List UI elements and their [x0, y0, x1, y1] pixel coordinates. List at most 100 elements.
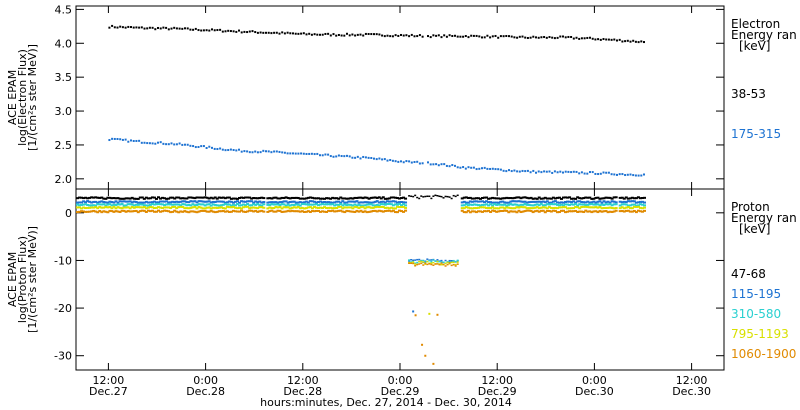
data-point: [632, 197, 636, 200]
data-point: [308, 200, 312, 203]
data-point: [248, 151, 251, 154]
data-point: [159, 210, 163, 213]
data-point: [464, 201, 468, 204]
data-point: [177, 206, 181, 209]
data-point: [422, 261, 425, 263]
data-point: [302, 203, 306, 206]
data-point: [213, 211, 217, 214]
data-point: [505, 209, 509, 212]
data-point: [148, 203, 152, 206]
data-point: [262, 201, 266, 204]
data-point: [140, 26, 143, 29]
data-point: [233, 206, 237, 209]
data-point: [495, 197, 499, 200]
data-point: [275, 150, 278, 153]
data-point: [559, 206, 563, 209]
data-point: [163, 206, 167, 209]
data-point: [359, 209, 363, 212]
data-point: [152, 210, 156, 213]
data-point: [414, 265, 417, 267]
data-point: [191, 200, 195, 203]
data-point: [327, 153, 330, 156]
data-point: [435, 34, 438, 37]
data-point: [592, 210, 596, 213]
data-point: [128, 197, 132, 200]
data-point: [163, 197, 167, 200]
data-point: [629, 40, 632, 43]
data-point: [143, 27, 146, 30]
data-point: [357, 196, 361, 199]
data-point: [395, 203, 399, 206]
data-point: [531, 200, 535, 203]
data-point: [539, 200, 543, 203]
data-point: [604, 201, 608, 204]
data-point: [483, 201, 487, 204]
data-point: [541, 209, 545, 212]
data-point: [126, 200, 130, 203]
data-point: [229, 148, 232, 151]
data-point: [173, 209, 177, 212]
data-point: [329, 206, 333, 209]
data-point: [607, 38, 610, 41]
data-point: [280, 196, 284, 199]
data-point: [408, 260, 411, 262]
data-point: [323, 197, 327, 200]
data-point: [543, 201, 547, 204]
data-point: [340, 34, 343, 37]
data-point: [274, 205, 278, 208]
data-point: [138, 139, 141, 142]
data-point: [359, 157, 362, 160]
data-point: [361, 204, 365, 207]
data-point: [140, 209, 144, 212]
data-point: [416, 35, 419, 38]
data-point: [132, 200, 136, 203]
data-point: [525, 196, 529, 199]
data-point: [296, 210, 300, 213]
data-point: [434, 194, 437, 197]
data-point: [489, 167, 492, 170]
data-point: [157, 196, 160, 199]
data-point: [526, 36, 529, 39]
data-point: [483, 206, 487, 209]
data-point: [610, 173, 613, 176]
data-point: [219, 204, 223, 207]
data-point: [304, 203, 308, 206]
data-point: [437, 34, 440, 37]
data-point: [361, 205, 365, 208]
data-point: [523, 206, 527, 209]
data-point: [424, 263, 427, 265]
data-point: [549, 203, 553, 206]
data-point: [541, 197, 545, 200]
data-point: [509, 210, 513, 213]
legend-title: [keV]: [739, 222, 770, 236]
data-point: [529, 171, 532, 174]
data-point: [474, 200, 478, 203]
data-point: [472, 197, 476, 200]
data-point: [278, 150, 281, 153]
data-point: [586, 210, 590, 213]
data-point: [373, 200, 377, 203]
data-point: [422, 264, 425, 266]
y-tick-label: -20: [54, 302, 72, 315]
data-point: [306, 196, 310, 199]
data-point: [146, 206, 150, 209]
data-point: [140, 196, 144, 199]
data-point: [612, 203, 616, 206]
data-point: [106, 203, 110, 206]
data-point: [294, 32, 297, 35]
data-point: [235, 203, 239, 206]
data-point: [242, 203, 246, 206]
data-point: [570, 35, 573, 38]
data-point: [178, 142, 181, 145]
y-axis-label: ACE EPAM: [6, 70, 19, 125]
data-point: [312, 205, 316, 208]
data-point: [181, 143, 184, 146]
data-point: [369, 206, 373, 209]
data-point: [621, 173, 624, 176]
data-point: [240, 200, 244, 203]
data-point: [192, 145, 195, 148]
data-point: [596, 203, 600, 206]
data-point: [580, 205, 584, 208]
data-point: [385, 200, 389, 203]
